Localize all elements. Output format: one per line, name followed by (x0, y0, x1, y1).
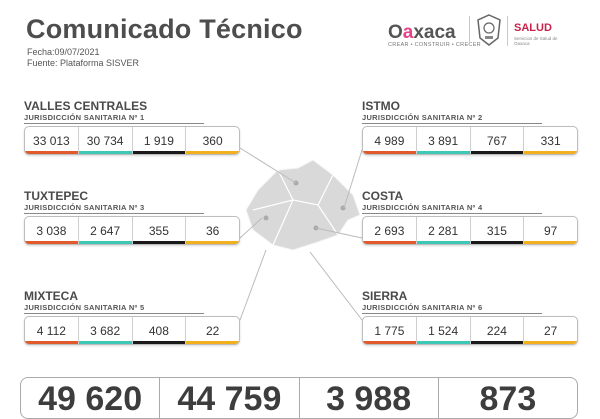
total-cell: 873 (479, 380, 537, 418)
stat-cell: 4 989 (363, 127, 417, 154)
stat-cell: 27 (524, 317, 577, 344)
stat-cell: 33 013 (25, 127, 79, 154)
region-name: VALLES CENTRALES (24, 99, 148, 113)
region-jurisdiction: JURISDICCIÓN SANITARIA Nº 4 (362, 203, 542, 214)
region-tuxtepec: TUXTEPEC JURISDICCIÓN SANITARIA Nº 3 3 0… (24, 190, 240, 245)
stat-cell: 1 775 (363, 317, 417, 344)
stat-cell: 360 (186, 127, 239, 154)
region-jurisdiction: JURISDICCIÓN SANITARIA Nº 1 (24, 113, 204, 124)
region-istmo: ISTMO JURISDICCIÓN SANITARIA Nº 2 4 989 … (362, 100, 578, 155)
region-name: TUXTEPEC (24, 189, 89, 203)
source-label: Fuente: Plataforma SISVER (27, 58, 140, 68)
totals-box: 49 620 44 759 3 988 873 (20, 377, 578, 419)
salud-subtitle: Servicios de Salud de Oaxaca (514, 36, 558, 46)
region-costa: COSTA JURISDICCIÓN SANITARIA Nº 4 2 693 … (362, 190, 578, 245)
region-sierra: SIERRA JURISDICCIÓN SANITARIA Nº 6 1 775… (362, 290, 578, 345)
total-cell: 49 620 (21, 378, 161, 418)
region-name: COSTA (362, 189, 404, 203)
region-stats: 33 013 30 734 1 919 360 (24, 126, 240, 155)
stat-cell: 36 (186, 217, 239, 244)
stat-cell: 97 (524, 217, 577, 244)
region-jurisdiction: JURISDICCIÓN SANITARIA Nº 5 (24, 303, 204, 314)
region-stats: 1 775 1 524 224 27 (362, 316, 578, 345)
region-name: ISTMO (362, 99, 400, 113)
stat-cell: 224 (470, 317, 525, 344)
stat-cell: 3 891 (416, 127, 471, 154)
region-mixteca: MIXTECA JURISDICCIÓN SANITARIA Nº 5 4 11… (24, 290, 240, 345)
stat-cell: 1 524 (416, 317, 471, 344)
oaxaca-logo: Oaxaca (388, 22, 456, 43)
salud-logo: SALUD (514, 22, 552, 34)
region-jurisdiction: JURISDICCIÓN SANITARIA Nº 6 (362, 303, 542, 314)
oaxaca-map-icon (245, 159, 361, 251)
oaxaca-tagline: CREAR • CONSTRUIR • CRECER (388, 42, 481, 48)
stat-cell: 1 919 (132, 127, 187, 154)
region-stats: 4 112 3 682 408 22 (24, 316, 240, 345)
stat-cell: 3 682 (78, 317, 133, 344)
stat-cell: 315 (470, 217, 525, 244)
region-valles-centrales: VALLES CENTRALES JURISDICCIÓN SANITARIA … (24, 100, 240, 155)
region-stats: 3 038 2 647 355 36 (24, 216, 240, 245)
region-stats: 4 989 3 891 767 331 (362, 126, 578, 155)
page-title: Comunicado Técnico (26, 14, 303, 44)
connector-lines (239, 147, 363, 321)
region-name: MIXTECA (24, 289, 78, 303)
stat-cell: 331 (524, 127, 577, 154)
stat-cell: 2 281 (416, 217, 471, 244)
stat-cell: 408 (132, 317, 187, 344)
stat-cell: 2 693 (363, 217, 417, 244)
total-cell: 44 759 (160, 378, 300, 418)
stat-cell: 2 647 (78, 217, 133, 244)
state-seal-icon (477, 14, 501, 46)
stat-cell: 22 (186, 317, 239, 344)
region-jurisdiction: JURISDICCIÓN SANITARIA Nº 3 (24, 203, 204, 214)
stat-cell: 4 112 (25, 317, 79, 344)
stat-cell: 355 (132, 217, 187, 244)
divider (469, 16, 470, 46)
date-label: Fecha:09/07/2021 (27, 47, 100, 57)
region-name: SIERRA (362, 289, 408, 303)
stat-cell: 767 (470, 127, 525, 154)
divider (507, 16, 508, 46)
region-stats: 2 693 2 281 315 97 (362, 216, 578, 245)
stat-cell: 3 038 (25, 217, 79, 244)
stat-cell: 30 734 (78, 127, 133, 154)
total-cell: 3 988 (300, 378, 439, 418)
region-jurisdiction: JURISDICCIÓN SANITARIA Nº 2 (362, 113, 542, 124)
